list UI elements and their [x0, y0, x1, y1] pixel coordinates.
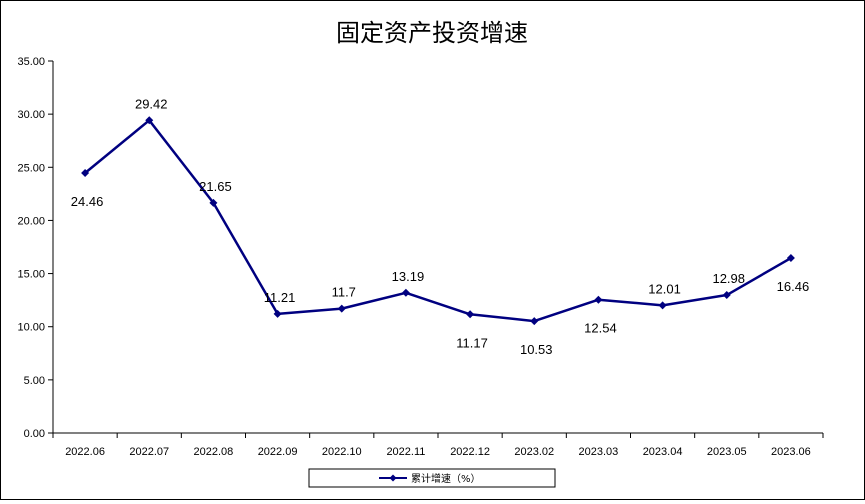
chart-title: 固定资产投资增速	[336, 19, 528, 47]
data-label: 12.01	[648, 281, 681, 296]
x-tick-label: 2022.06	[65, 446, 105, 458]
data-point	[337, 304, 346, 313]
x-tick-label: 2022.07	[129, 446, 169, 458]
data-point	[786, 254, 795, 263]
x-tick-label: 2023.05	[707, 446, 747, 458]
data-label: 21.65	[199, 179, 232, 194]
y-tick-label: 15.00	[17, 269, 45, 281]
y-tick-label: 25.00	[17, 162, 45, 174]
data-label: 10.53	[520, 342, 553, 357]
x-tick-label: 2022.12	[450, 446, 490, 458]
y-tick-label: 0.00	[24, 428, 45, 440]
x-tick-label: 2023.06	[771, 446, 811, 458]
data-label: 11.21	[264, 290, 296, 305]
data-point	[273, 309, 282, 318]
data-label: 11.17	[456, 335, 488, 350]
series-line	[84, 119, 792, 323]
data-label: 13.19	[392, 269, 425, 284]
legend-marker	[389, 474, 397, 482]
legend-box	[308, 468, 556, 488]
data-point	[530, 317, 539, 326]
y-tick-label: 20.00	[17, 215, 45, 227]
data-label: 29.42	[135, 96, 168, 111]
x-tick-label: 2023.02	[514, 446, 554, 458]
data-label: 24.46	[71, 194, 104, 209]
legend-label: 累计增速（%）	[411, 472, 481, 485]
data-label: 11.7	[332, 285, 356, 300]
x-tick-label: 2022.11	[386, 446, 425, 458]
x-tick-label: 2022.09	[258, 446, 298, 458]
data-point	[594, 295, 603, 304]
x-tick-label: 2022.10	[322, 446, 362, 458]
y-tick-label: 10.00	[17, 322, 45, 334]
data-point	[81, 169, 90, 178]
y-tick-label: 30.00	[17, 109, 45, 121]
data-label: 12.54	[584, 321, 617, 336]
data-point	[401, 288, 410, 297]
legend: 累计增速（%）	[308, 468, 556, 488]
data-label: 12.98	[712, 271, 745, 286]
y-tick-label: 5.00	[24, 375, 45, 387]
data-point	[209, 198, 218, 207]
data-point	[722, 291, 731, 300]
x-tick-label: 2023.03	[579, 446, 619, 458]
y-tick-label: 35.00	[17, 56, 45, 68]
data-point	[658, 301, 667, 310]
data-point	[466, 310, 475, 319]
data-label: 16.46	[777, 279, 810, 294]
data-point	[145, 116, 154, 125]
x-tick-label: 2022.08	[194, 446, 234, 458]
x-tick-label: 2023.04	[643, 446, 683, 458]
